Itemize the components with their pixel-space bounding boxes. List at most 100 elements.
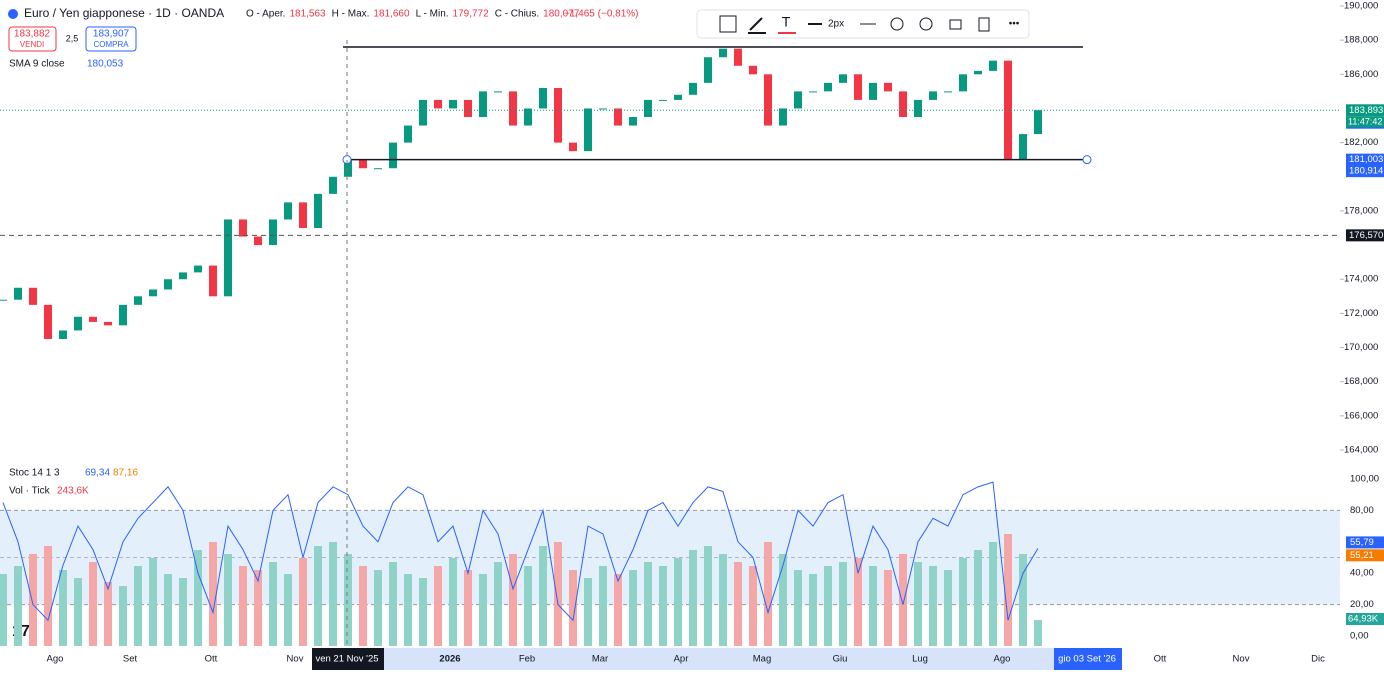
volume-bar: [464, 570, 472, 646]
tool-icon[interactable]: [919, 17, 933, 31]
delete-icon[interactable]: [978, 17, 990, 32]
x-tick-label: ven 21 Nov '25: [315, 654, 378, 665]
tool-icon[interactable]: [719, 15, 737, 33]
tool-icon[interactable]: [749, 17, 763, 31]
x-tick-label: Lug: [912, 654, 928, 665]
price-tag-label: 183,893: [1349, 105, 1383, 116]
volume-bar: [104, 582, 112, 646]
volume-bar: [74, 578, 82, 646]
line-width[interactable]: 2px: [828, 19, 844, 30]
ohlc-key: O - Aper.: [246, 9, 285, 20]
x-tick-label: Giu: [833, 654, 848, 665]
volume-bar: [899, 554, 907, 646]
price-tag: [1346, 165, 1384, 178]
sell-label[interactable]: VENDI: [20, 40, 44, 49]
sell-price[interactable]: 183,882: [14, 29, 51, 40]
volume-bar: [119, 586, 127, 646]
volume-bar: [344, 554, 352, 646]
candle: [434, 99, 442, 109]
volume-bar: [59, 570, 67, 646]
stoch-tag: [1346, 536, 1384, 549]
volume-bar: [569, 570, 577, 646]
y-tick-label: 188,000: [1344, 35, 1378, 46]
candle: [944, 91, 952, 93]
more-icon[interactable]: •••: [1009, 19, 1020, 30]
candle: [629, 117, 637, 126]
price-tag: [1346, 229, 1384, 242]
symbol-title: Euro / Yen giapponese · 1D · OANDA: [24, 6, 224, 20]
volume-tag: [1346, 613, 1384, 625]
candle: [974, 70, 982, 75]
candle: [314, 193, 322, 228]
volume-bar: [974, 550, 982, 646]
candle: [299, 202, 307, 228]
candle: [794, 91, 802, 109]
volume-bar: [419, 578, 427, 646]
volume-bar: [149, 558, 157, 646]
candle: [374, 168, 382, 170]
x-tick-label: Apr: [674, 654, 689, 665]
ohlc-value: 181,563: [289, 9, 326, 20]
volume-bar: [914, 562, 922, 646]
candle: [359, 159, 367, 169]
candle: [149, 289, 157, 297]
candle: [29, 287, 37, 305]
candle: [89, 316, 97, 322]
volume-bar: [1004, 534, 1012, 646]
volume-bar: [944, 570, 952, 646]
candle: [749, 65, 757, 75]
sell-button[interactable]: [8, 26, 57, 52]
x-tick-label: Mar: [592, 654, 608, 665]
candle: [134, 296, 142, 305]
tool-icon[interactable]: T: [782, 14, 791, 30]
candle: [389, 142, 397, 169]
candle: [869, 82, 877, 100]
candle: [914, 99, 922, 117]
candle: [59, 330, 67, 339]
candle: [644, 99, 652, 117]
candle: [659, 99, 667, 101]
volume-bar: [779, 554, 787, 646]
ohlc-value: 181,660: [373, 9, 410, 20]
y-tick-label: 40,00: [1350, 568, 1374, 579]
volume-bar: [374, 570, 382, 646]
volume-bar: [539, 546, 547, 646]
x-tick-label: Ott: [1154, 654, 1167, 665]
volume-bar: [164, 574, 172, 646]
candle: [524, 108, 532, 126]
volume-bar: [194, 550, 202, 646]
candle: [0, 299, 7, 301]
tool-icon[interactable]: [890, 17, 904, 31]
y-tick-label: 174,000: [1344, 274, 1378, 285]
x-tick-label: 2026: [439, 654, 460, 665]
volume-bar: [359, 566, 367, 646]
buy-button[interactable]: [85, 26, 137, 52]
volume-bar: [674, 558, 682, 646]
x-tick-label: Set: [123, 654, 138, 665]
candle: [284, 202, 292, 220]
volume-bar: [659, 566, 667, 646]
lock-icon[interactable]: [949, 19, 962, 30]
volume-bar: [704, 546, 712, 646]
candle: [464, 99, 472, 117]
y-tick-label: 170,000: [1344, 342, 1378, 353]
candle: [449, 99, 457, 109]
volume-bar: [644, 562, 652, 646]
y-tick-label: 182,000: [1344, 137, 1378, 148]
volume-bar: [929, 566, 937, 646]
volume-bar: [1034, 620, 1042, 646]
candle: [344, 159, 352, 177]
buy-price[interactable]: 183,907: [93, 29, 130, 40]
candle: [509, 91, 517, 126]
candle: [824, 82, 832, 92]
volume-bar: [554, 542, 562, 646]
volume-bar: [884, 570, 892, 646]
drawing-toolbar[interactable]: T 2px •••: [696, 9, 1030, 39]
buy-label[interactable]: COMPRA: [93, 40, 129, 49]
candle: [959, 74, 967, 92]
price-tag-label: 180,914: [1349, 166, 1383, 177]
y-tick-label: 186,000: [1344, 69, 1378, 80]
y-tick-label: 190,000: [1344, 1, 1378, 12]
volume-bar: [689, 550, 697, 646]
ohlc-key: C - Chius.: [495, 9, 539, 20]
